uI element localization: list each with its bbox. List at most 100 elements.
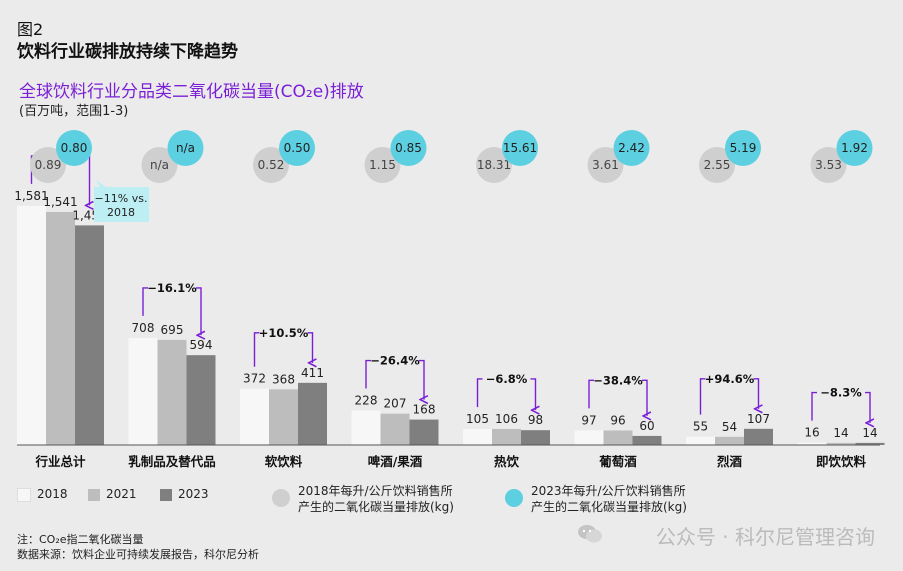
legend-2023: 2023 (160, 487, 209, 501)
change-label: +94.6% (705, 372, 755, 386)
intensity-2018-label: n/a (150, 158, 169, 172)
bar-2023-5 (632, 435, 662, 445)
bar-2021-0 (46, 211, 75, 445)
legend-label-2021: 2021 (106, 487, 137, 501)
bar-2021-1 (157, 339, 187, 445)
value-label: 98 (528, 413, 543, 427)
intensity-2018-label: 2.55 (704, 158, 731, 172)
legend-label-2018: 2018 (37, 487, 68, 501)
value-label: 55 (693, 420, 708, 434)
change-label-bg (371, 351, 419, 368)
legend-label-2023: 2023 (178, 487, 209, 501)
legend-swatch-2021 (88, 488, 100, 501)
bar-2018-0 (17, 205, 46, 445)
value-label: 1,541 (43, 195, 77, 209)
bar-2021-2 (269, 389, 298, 445)
bar-2021-3 (380, 413, 410, 445)
value-label: 60 (639, 419, 654, 433)
intensity-dot-2023 (167, 130, 204, 166)
bar-2023-2 (298, 382, 327, 445)
change-label-bg (705, 369, 754, 386)
value-label: 372 (243, 372, 266, 386)
legend-dot-2018 (272, 487, 290, 507)
chart-title: 全球饮料行业分品类二氧化碳当量(CO₂e)排放 (19, 82, 364, 102)
intensity-dot-2018 (141, 147, 178, 183)
change-label: −26.4% (370, 354, 420, 368)
intensity-dot-2023 (56, 130, 92, 166)
value-label: 14 (833, 426, 848, 440)
intensity-dot-2018 (699, 147, 735, 183)
bar-2018-1 (128, 337, 158, 445)
change-label-bg (259, 323, 308, 340)
callout-line2: 2018 (107, 206, 135, 219)
callout-line1: −11% vs. (95, 192, 148, 205)
bar-2023-3 (409, 419, 439, 445)
value-label: 594 (190, 338, 213, 352)
figure-title: 饮料行业碳排放持续下降趋势 (17, 42, 238, 62)
footnote: 注：CO₂e指二氧化碳当量 (17, 533, 144, 546)
value-label: 14 (862, 426, 877, 440)
bar-2018-6 (686, 436, 715, 445)
bar-2023-1 (186, 355, 216, 445)
intensity-2023-label: 15.61 (503, 141, 537, 155)
value-label: 411 (301, 366, 324, 380)
category-label: 软饮料 (265, 454, 303, 469)
bar-2018-7 (797, 442, 827, 445)
value-label: 106 (495, 412, 518, 426)
change-label: −6.8% (486, 372, 528, 386)
category-label: 烈酒 (717, 454, 743, 469)
chart-subtitle: (百万吨，范围1-3) (19, 104, 129, 119)
bar-2021-6 (715, 436, 744, 445)
intensity-2018-label: 1.15 (369, 158, 396, 172)
bar-2021-5 (603, 430, 633, 445)
category-label: 葡萄酒 (598, 454, 637, 469)
bar-2023-0 (75, 225, 104, 445)
value-label: 16 (804, 426, 819, 440)
intensity-2018-label: 3.61 (592, 158, 619, 172)
value-label: 96 (610, 413, 625, 427)
bar-2023-7 (855, 442, 885, 445)
intensity-dot-2023 (390, 130, 427, 166)
legend-dot-2023 (505, 487, 523, 507)
value-label: 368 (272, 372, 295, 386)
legend-2018: 2018 (17, 487, 68, 502)
intensity-dot-2018 (587, 147, 624, 183)
bar-2018-2 (240, 388, 269, 445)
legend-swatch-2018 (17, 487, 31, 502)
legend-swatch-2023 (160, 488, 172, 501)
legend-dot-2018-line2: 产生的二氧化碳当量排放(kg) (298, 500, 454, 514)
change-label: +10.5% (259, 326, 309, 340)
category-label: 啤酒/果酒 (368, 454, 423, 469)
change-label-bg (594, 371, 642, 388)
bar-2021-7 (826, 442, 856, 445)
intensity-2018-label: 3.53 (815, 158, 842, 172)
change-label-bg (148, 278, 196, 295)
intensity-dot-2023 (279, 130, 315, 166)
watermark: 公众号 · 科尔尼管理咨询 (655, 525, 875, 549)
intensity-dot-2018 (476, 147, 512, 183)
bar-2023-6 (744, 428, 773, 445)
intensity-dot-2018 (253, 147, 289, 183)
value-label: 695 (161, 323, 184, 337)
intensity-dot-2023 (836, 130, 873, 166)
change-label: −16.1% (147, 281, 197, 295)
value-label: 168 (413, 403, 436, 417)
change-label: −8.3% (820, 386, 862, 400)
category-label: 乳制品及替代品 (128, 454, 216, 469)
legend-dot-2023-text: 2023年每升/公斤饮料销售所 产生的二氧化碳当量排放(kg) (531, 483, 687, 515)
intensity-2023-label: 0.50 (284, 141, 311, 155)
intensity-2023-label: 5.19 (730, 141, 757, 155)
category-label: 热饮 (494, 454, 520, 469)
legend-dot-2018-text: 2018年每升/公斤饮料销售所 产生的二氧化碳当量排放(kg) (298, 483, 454, 515)
value-label: 1,581 (14, 189, 48, 203)
bar-2018-4 (463, 429, 492, 445)
bar-2021-4 (492, 428, 521, 445)
legend-dot-2018-line1: 2018年每升/公斤饮料销售所 (298, 484, 453, 498)
source-note: 数据来源：饮料企业可持续发展报告，科尔尼分析 (17, 548, 259, 561)
bar-chart: 1,5811,5411,452行业总计−8.2%0.890.8070869559… (14, 130, 885, 469)
bar-2018-3 (351, 410, 381, 445)
intensity-dot-2023 (502, 130, 538, 166)
intensity-2018-label: 18.31 (477, 158, 511, 172)
intensity-dot-2018 (810, 147, 847, 183)
callout-box (94, 187, 149, 222)
